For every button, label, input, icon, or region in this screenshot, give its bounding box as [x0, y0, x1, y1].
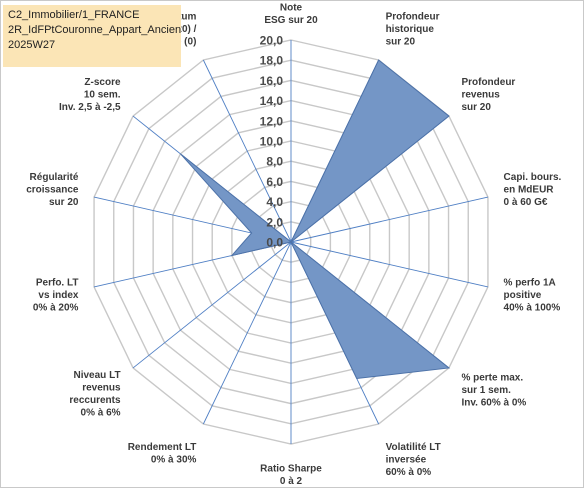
axis-spoke: [202, 241, 292, 425]
category-label: Note ESG sur 20: [264, 3, 318, 27]
category-label: Perfo. LT vs index 0% à 20%: [33, 277, 79, 313]
axis-spoke: [202, 59, 292, 243]
tick-label: 0,0: [266, 236, 283, 250]
tick-label: 18,0: [260, 54, 284, 68]
caption-line-category: C2_Immobilier/1_FRANCE: [8, 9, 140, 21]
category-label: Niveau LT revenus reccurents 0% à 6%: [69, 370, 121, 419]
axis-spoke: [290, 241, 489, 288]
category-label: Capi. bours. en MdEUR 0 à 60 G€: [504, 172, 562, 208]
tick-label: 20,0: [260, 34, 284, 48]
tick-label: 14,0: [260, 94, 284, 108]
tick-label: 6,0: [266, 175, 283, 189]
category-label: % perte max. sur 1 sem. Inv. 60% à 0%: [461, 372, 526, 408]
category-label: % perfo 1A positive 40% à 100%: [504, 277, 561, 313]
category-label: Volatilité LT inversée 60% à 0%: [386, 442, 441, 478]
category-label: Rendement LT 0% à 30%: [128, 442, 197, 466]
category-label: Régularité croissance sur 20: [26, 172, 79, 208]
tick-label: 12,0: [260, 114, 284, 128]
caption-line-week: 2025W27: [8, 39, 56, 51]
tick-label: 8,0: [266, 155, 283, 169]
tick-label: 4,0: [266, 195, 283, 209]
axis-spoke: [132, 241, 292, 369]
tick-label: 2,0: [266, 215, 283, 229]
category-label: Z-score 10 sem. Inv. 2,5 à -2,5: [59, 77, 121, 113]
axis-spoke: [290, 196, 489, 243]
category-label: Profondeur revenus sur 20: [461, 77, 515, 113]
category-label: Ratio Sharpe 0 à 2: [260, 464, 322, 488]
tick-label: 16,0: [260, 74, 284, 88]
caption-line-segment: 2R_IdFPtCouronne_Appart_Ancien: [8, 24, 182, 36]
category-label: Profondeur historique sur 20: [386, 12, 440, 48]
chart-caption-box: C2_Immobilier/1_FRANCE 2R_IdFPtCouronne_…: [3, 5, 181, 67]
tick-label: 10,0: [260, 135, 284, 149]
